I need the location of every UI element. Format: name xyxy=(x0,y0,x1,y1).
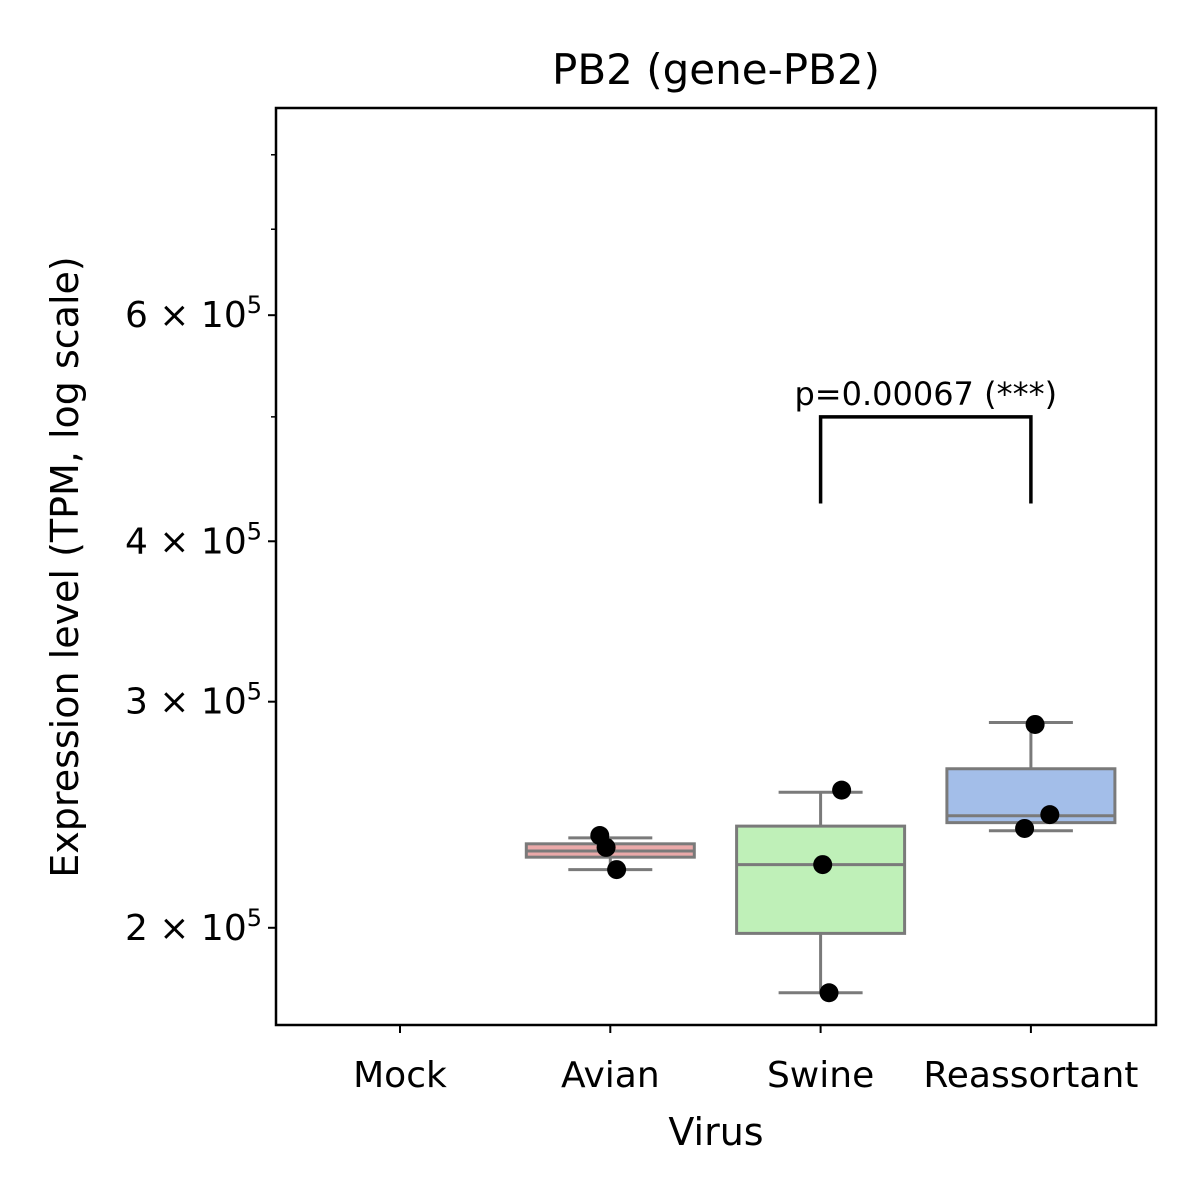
x-tick-label: Avian xyxy=(561,1055,660,1096)
y-axis-label: Expression level (TPM, log scale) xyxy=(43,256,87,877)
x-axis: Mock Avian Swine Reassortant xyxy=(353,1025,1138,1096)
data-point-reassortant xyxy=(1025,714,1045,734)
box-iqr xyxy=(945,767,1117,825)
y-tick-label: 4 × 105 xyxy=(125,517,262,562)
data-point-swine xyxy=(832,780,852,800)
plot-frame xyxy=(274,106,1158,1027)
x-tick-label: Reassortant xyxy=(923,1055,1138,1096)
data-point-swine xyxy=(819,983,839,1003)
significance-bracket xyxy=(818,415,1033,504)
data-point-avian xyxy=(607,860,627,880)
x-tick-label: Mock xyxy=(353,1055,447,1096)
box-swine xyxy=(735,790,907,995)
data-point-reassortant xyxy=(1015,818,1035,838)
chart-title: PB2 (gene-PB2) xyxy=(552,45,880,94)
data-point-reassortant xyxy=(1040,805,1060,825)
data-point-swine xyxy=(813,855,833,875)
x-axis-label: Virus xyxy=(668,1110,763,1154)
data-point-avian xyxy=(596,837,616,857)
y-tick-label: 2 × 105 xyxy=(125,904,262,949)
box-reassortant xyxy=(945,721,1117,833)
y-axis: 2 × 105 3 × 105 4 × 105 6 × 105 xyxy=(125,154,276,949)
x-tick-label: Swine xyxy=(767,1055,874,1096)
box-iqr xyxy=(735,824,907,935)
y-tick-label: 3 × 105 xyxy=(125,678,262,723)
significance-label: p=0.00067 (***) xyxy=(794,375,1057,413)
plot-area: p=0.00067 (***) xyxy=(274,106,1158,1027)
y-tick-label: 6 × 105 xyxy=(125,291,262,336)
